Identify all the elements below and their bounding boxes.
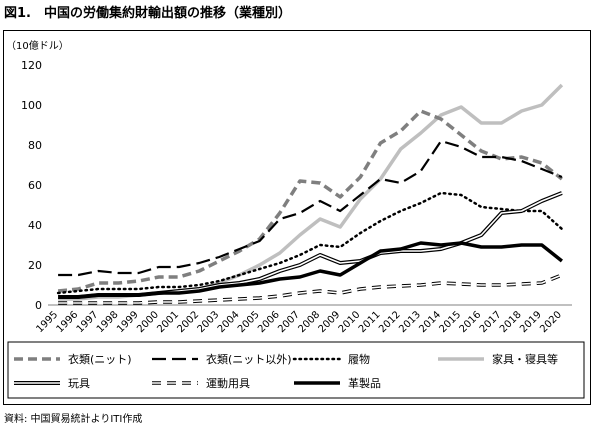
y-tick-label: 20 [28,259,42,272]
chart-frame: （10億ドル） 0 20 40 60 80 100 120 1995 1996 1997 1998… [3,30,591,405]
x-tick-label: 2017 [478,309,504,335]
series-line-4 [58,83,564,301]
legend-label: 衣類(ニット以外) [206,352,292,366]
x-tick-labels: 1995199619971998199920002001200220032004… [34,309,564,335]
x-tick-label: 2018 [498,309,524,335]
x-tick-label: 2008 [296,309,322,335]
x-tick-label: 2015 [437,309,463,335]
x-tick-label: 1999 [115,309,141,335]
legend-label: 衣類(ニット) [68,352,132,366]
y-tick-label: 80 [28,139,42,152]
legend-item: 履物 [292,352,370,366]
line-chart: （10億ドル） 0 20 40 60 80 100 120 1995199619971998… [6,39,585,399]
legend-label: 履物 [348,352,370,366]
legend-item: 玩具 [14,377,90,390]
x-tick-label: 2020 [538,309,564,335]
legend-label: 家具・寝具等 [492,352,558,366]
x-tick-label: 2014 [417,309,443,335]
y-tick-label: 0 [35,299,42,312]
legend-item: 運動用具 [152,376,250,390]
legend-label: 玩具 [68,377,90,390]
legend-item: 衣類(ニット以外) [152,352,292,366]
series-lines [56,83,564,305]
x-tick-label: 2001 [155,309,181,335]
figure-title: 図1. 中国の労働集約財輸出額の推移（業種別） [4,6,291,21]
x-tick-label: 1997 [75,309,101,335]
x-tick-label: 1998 [95,309,121,335]
y-tick-labels: 0 20 40 60 80 100 120 [21,59,42,312]
source-note: 資料: 中国貿易統計よりITI作成 [4,414,143,425]
x-tick-label: 2019 [518,309,544,335]
legend-item: 家具・寝具等 [438,352,558,366]
x-tick-label: 1996 [55,309,81,335]
legend-item: 衣類(ニット) [14,352,132,366]
y-tick-label: 100 [21,99,42,112]
x-tick-label: 2016 [458,309,484,335]
x-tick-label: 2004 [216,309,242,335]
x-tick-label: 2006 [256,309,282,335]
legend-label: 革製品 [348,376,381,390]
series-line-6-inner [58,274,563,304]
legend-item: 革製品 [294,376,381,390]
x-tick-label: 2009 [317,309,343,335]
x-tick-label: 2003 [196,309,222,335]
x-tick-label: 2007 [276,309,302,335]
x-tick-label: 2011 [357,309,383,335]
x-tick-label: 2012 [377,309,403,335]
x-tick-label: 2013 [397,309,423,335]
series-line-7 [58,241,563,299]
x-tick-label: 2002 [175,309,201,335]
legend-label: 運動用具 [206,376,250,390]
series-line-1 [57,109,563,293]
x-tick-label: 2000 [135,309,161,335]
y-unit-label: （10億ドル） [6,39,69,52]
series-line-2 [58,139,563,277]
y-tick-label: 60 [28,179,42,192]
y-tick-label: 40 [28,219,42,232]
series-line-3 [56,191,564,295]
y-tick-label: 120 [21,59,42,72]
x-tick-label: 2005 [236,309,262,335]
legend-box [7,341,585,399]
x-tick-label: 2010 [337,309,363,335]
x-tick-label: 1995 [34,309,60,335]
